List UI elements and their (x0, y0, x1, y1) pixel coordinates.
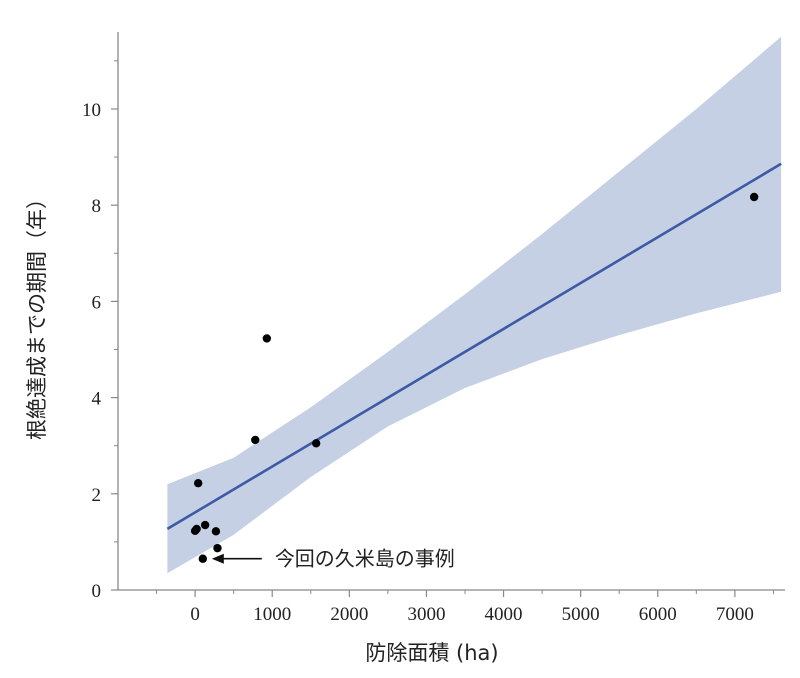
confidence-band (167, 36, 782, 574)
y-tick-label: 2 (92, 485, 102, 506)
data-point (311, 439, 321, 448)
data-point (251, 435, 260, 445)
data-point (192, 524, 201, 534)
data-point (211, 527, 221, 536)
fit-line-layer (166, 162, 782, 531)
data-point (262, 334, 272, 343)
data-point (198, 554, 208, 563)
y-tick-label: 10 (82, 100, 101, 121)
points-layer (190, 192, 759, 563)
y-tick-label: 8 (92, 196, 102, 217)
data-point (749, 192, 759, 202)
y-axis-title: 根絶達成までの期間（年） (25, 188, 49, 440)
x-tick-label: 0 (190, 604, 200, 625)
annotation-layer: 今回の久米島の事例 (211, 547, 455, 571)
x-tick-label: 3000 (407, 604, 445, 625)
y-tick-label: 4 (92, 389, 102, 410)
confidence-band-layer (167, 36, 782, 574)
x-tick-label: 7000 (716, 604, 754, 625)
y-tick-label: 0 (92, 581, 102, 602)
regression-line (166, 162, 782, 531)
x-tick-label: 2000 (330, 604, 368, 625)
x-tick-label: 1000 (253, 604, 291, 625)
data-point (200, 520, 210, 530)
y-tick-label: 6 (92, 292, 102, 313)
annotation-arrow-head (211, 553, 224, 564)
x-tick-label: 4000 (485, 604, 523, 625)
axes-layer: 0 2 4 6 8 10 0 1000 2000 3000 4000 5000 6000 7000 (82, 32, 785, 625)
data-point (213, 543, 222, 553)
x-axis-title: 防除面積 (ha) (365, 641, 498, 665)
x-tick-label: 6000 (639, 604, 677, 625)
data-point (193, 479, 203, 488)
annotation-label: 今回の久米島の事例 (275, 547, 455, 571)
x-tick-label: 5000 (562, 604, 600, 625)
